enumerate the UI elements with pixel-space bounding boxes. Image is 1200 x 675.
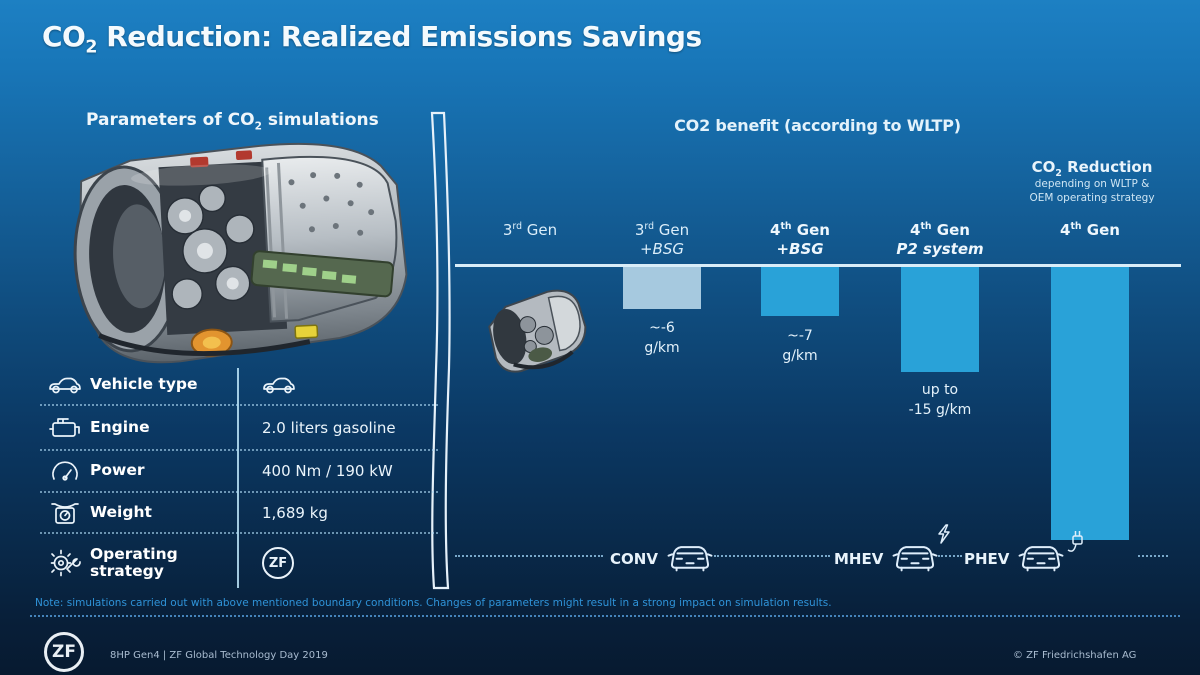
column-header-3rd-gen: 3rd Gen xyxy=(502,221,558,239)
footer-copyright: © ZF Friedrichshafen AG xyxy=(1013,650,1137,661)
powertrain-conv: CONV xyxy=(610,540,715,578)
car-side-icon xyxy=(40,375,90,395)
table-row-operating-strategy: Operating strategy ZF xyxy=(40,534,438,592)
bar-label-4th-gen-bsg: ~-7 g/km xyxy=(782,328,818,364)
zf-logo: ZF xyxy=(44,632,84,672)
dotted-axis-segment xyxy=(455,555,603,557)
powertrain-phev: PHEV xyxy=(964,531,1084,578)
dotted-axis-segment xyxy=(714,555,830,557)
parameters-table: Vehicle type Engine 2.0 liters gasoline … xyxy=(40,366,438,592)
bar-4th-gen-phev xyxy=(1051,267,1129,540)
transmission-photo xyxy=(73,142,408,364)
bar-4th-gen-p2 xyxy=(901,267,979,372)
dotted-axis-segment xyxy=(1138,555,1168,557)
bar-3rd-gen-bsg xyxy=(623,267,701,309)
row-label: Operating strategy xyxy=(90,544,178,580)
car-side-icon xyxy=(263,377,295,394)
parameters-heading: Parameters of CO2 simulations xyxy=(86,110,379,133)
powertrain-mhev: MHEV xyxy=(834,524,951,578)
row-label: Weight xyxy=(90,502,152,521)
co2-reduction-annotation: CO2 Reduction depending on WLTP & OEM ope… xyxy=(1029,158,1155,204)
transmission-thumbnail xyxy=(488,289,587,373)
table-row-vehicle-type: Vehicle type xyxy=(40,366,438,406)
table-row-power: Power 400 Nm / 190 kW xyxy=(40,451,438,493)
scale-icon xyxy=(40,499,90,527)
footnote: Note: simulations carried out with above… xyxy=(35,597,832,609)
column-header-4th-gen-phev: 4th Gen xyxy=(1060,221,1120,239)
plug-icon xyxy=(1067,531,1084,552)
table-row-engine: Engine 2.0 liters gasoline xyxy=(40,406,438,451)
row-value xyxy=(262,375,296,395)
row-label: Vehicle type xyxy=(90,375,198,394)
bar-label-4th-gen-p2: up to -15 g/km xyxy=(908,382,972,418)
row-value: 400 Nm / 190 kW xyxy=(262,462,393,480)
footer-presentation-title: 8HP Gen4 | ZF Global Technology Day 2019 xyxy=(110,650,328,661)
chart-heading: CO2 benefit (according to WLTP) xyxy=(674,116,961,135)
zf-logo: ZF xyxy=(262,547,294,579)
table-row-weight: Weight 1,689 kg xyxy=(40,493,438,534)
chart-baseline xyxy=(455,264,1181,267)
bar-label-3rd-gen-bsg: ~-6 g/km xyxy=(644,320,680,356)
row-value: 1,689 kg xyxy=(262,503,328,522)
column-header-4th-gen-p2: 4th Gen P2 system xyxy=(896,221,984,258)
table-divider xyxy=(237,368,239,588)
dotted-axis-segment xyxy=(938,555,962,557)
car-front-bolt-icon xyxy=(890,524,951,578)
column-header-4th-gen-bsg: 4th Gen +BSG xyxy=(770,221,830,258)
row-value: ZF xyxy=(262,547,294,579)
row-label: Engine xyxy=(90,417,150,436)
gear-wrench-icon xyxy=(40,548,90,578)
bar-4th-gen-bsg xyxy=(761,267,839,316)
section-divider xyxy=(430,111,451,590)
footer-separator xyxy=(30,615,1180,617)
gauge-icon xyxy=(40,458,90,484)
row-value: 2.0 liters gasoline xyxy=(262,418,396,437)
car-front-icon xyxy=(665,540,715,578)
car-front-plug-icon xyxy=(1016,531,1084,578)
column-header-3rd-gen-bsg: 3rd Gen +BSG xyxy=(634,221,690,258)
page-title: CO2 Reduction: Realized Emissions Saving… xyxy=(42,20,702,58)
engine-icon xyxy=(40,415,90,441)
row-label: Power xyxy=(90,461,145,480)
lightning-bolt-icon xyxy=(938,524,951,544)
